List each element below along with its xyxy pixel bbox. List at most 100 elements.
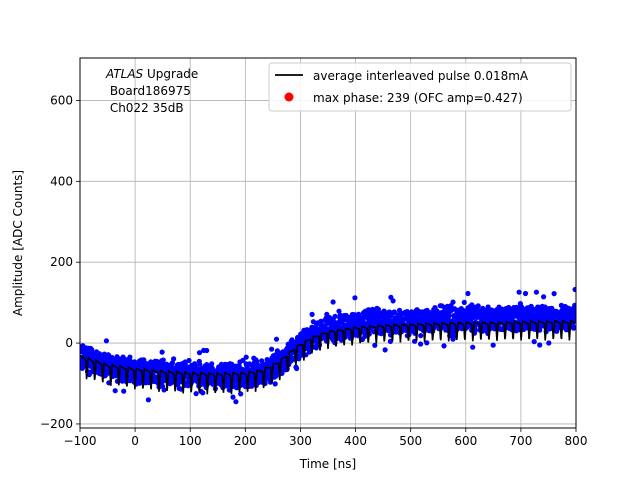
data-point-outlier [465, 290, 471, 297]
data-point-outlier [200, 390, 206, 396]
annotation-atlas: ATLAS [105, 67, 144, 81]
data-point-outlier [80, 365, 85, 371]
annotation-upgrade: Upgrade [143, 67, 198, 81]
data-point-outlier [330, 299, 336, 305]
data-point [259, 358, 265, 364]
annotation: ATLAS Upgrade Board186975 Ch022 35dB [105, 67, 198, 115]
data-point [461, 299, 467, 305]
data-layer [80, 286, 576, 405]
data-point-outlier [230, 394, 236, 400]
data-point [318, 318, 324, 324]
data-point-outlier [273, 336, 280, 342]
data-point [249, 383, 255, 389]
data-point-outlier [196, 358, 202, 364]
data-point-outlier [233, 399, 239, 405]
y-tick-label: 200 [50, 255, 73, 269]
data-point-outlier [441, 343, 447, 349]
axis-ticks: −100 0 100 200 300 400 500 600 700 800 −200 0 200 400… [40, 93, 587, 448]
x-tick-label: 800 [565, 434, 588, 448]
data-point [572, 304, 576, 310]
data-point [573, 311, 576, 317]
data-point-outlier [533, 289, 540, 295]
data-point-outlier [201, 347, 207, 353]
data-point-outlier [546, 340, 552, 346]
y-tick-label: 600 [50, 93, 73, 107]
data-point-outlier [537, 342, 543, 348]
data-point-outlier [414, 307, 420, 313]
x-tick-label: 200 [234, 434, 257, 448]
legend-box [268, 62, 572, 112]
data-point-outlier [490, 342, 496, 348]
data-point-outlier [269, 346, 275, 352]
plot-frame [79, 57, 577, 429]
data-point-outlier [103, 338, 109, 344]
data-point-outlier [418, 341, 424, 347]
data-point [571, 324, 576, 330]
data-point-outlier [448, 303, 454, 309]
data-point-outlier [541, 294, 547, 300]
data-point-outlier [362, 333, 368, 339]
x-tick-label: 500 [399, 434, 422, 448]
data-point [171, 356, 177, 362]
data-point [240, 357, 246, 363]
y-tick-label: −200 [40, 417, 73, 431]
data-point-outlier [145, 397, 151, 403]
x-tick-label: 0 [131, 434, 139, 448]
data-point [514, 304, 520, 310]
data-point-outlier [450, 336, 456, 342]
legend-label-average-pulse: average interleaved pulse 0.018mA [313, 69, 529, 83]
data-point-outlier [121, 388, 127, 394]
data-point-outlier [424, 340, 430, 346]
y-axis-label: Amplitude [ADC Counts] [11, 170, 25, 316]
data-point-outlier [372, 342, 378, 348]
legend: average interleaved pulse 0.018mA max ph… [268, 62, 572, 112]
data-point [475, 303, 481, 309]
x-tick-label: 400 [344, 434, 367, 448]
y-tick-label: 0 [65, 336, 73, 350]
data-point [418, 333, 424, 339]
data-point-outlier [352, 295, 358, 301]
data-point-outlier [193, 391, 199, 397]
x-tick-label: 600 [454, 434, 477, 448]
data-point-outlier [196, 350, 203, 356]
data-point-outlier [272, 381, 278, 387]
data-point-outlier [148, 359, 154, 365]
data-point-outlier [309, 311, 315, 317]
data-point [296, 356, 302, 362]
data-point [391, 309, 397, 315]
x-tick-label: 300 [289, 434, 312, 448]
legend-label-max-phase: max phase: 239 (OFC amp=0.427) [313, 91, 523, 105]
data-point-outlier [112, 388, 118, 394]
data-point [169, 360, 175, 366]
data-point-outlier [572, 286, 576, 293]
data-point [573, 316, 576, 322]
data-point-outlier [365, 307, 371, 313]
data-point-outlier [238, 391, 244, 397]
data-point-outlier [293, 364, 299, 370]
data-point-outlier [551, 291, 557, 297]
data-point-outlier [531, 339, 537, 345]
annotation-line-2: Board186975 [106, 84, 191, 98]
data-point-outlier [382, 347, 388, 353]
data-point [446, 313, 452, 319]
data-point-outlier [243, 354, 249, 360]
x-tick-label: 700 [509, 434, 532, 448]
data-point-outlier [388, 294, 394, 300]
data-point [127, 354, 133, 360]
data-point-outlier [251, 355, 257, 361]
data-point [224, 377, 230, 383]
data-point-outlier [160, 383, 166, 389]
x-tick-label: −100 [64, 434, 97, 448]
x-tick-label: 100 [179, 434, 202, 448]
annotation-line-1: ATLAS Upgrade [105, 67, 198, 81]
average-pulse-line [80, 319, 576, 395]
data-point-outlier [470, 344, 476, 350]
annotation-line-3: Ch022 35dB [106, 101, 184, 115]
data-point-outlier [182, 359, 188, 365]
legend-red-marker [284, 92, 294, 102]
data-point [332, 313, 338, 319]
data-point [209, 361, 215, 367]
data-point [160, 357, 166, 363]
x-axis-label: Time [ns] [299, 457, 356, 471]
